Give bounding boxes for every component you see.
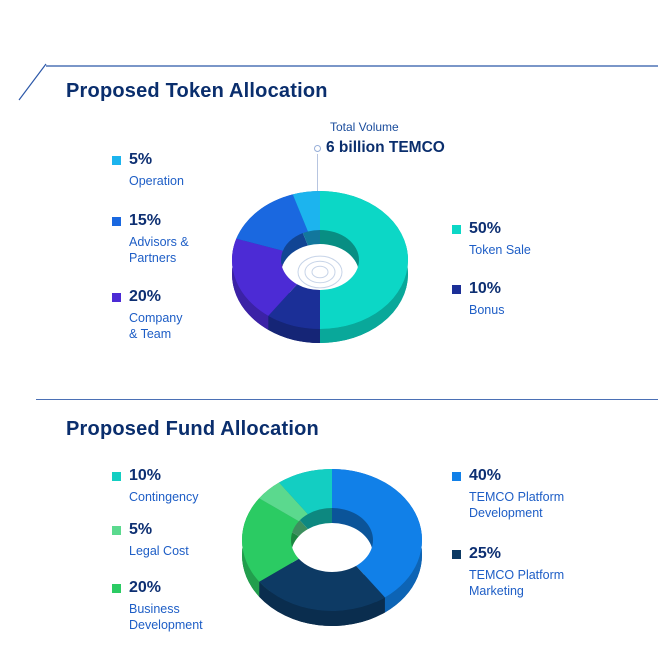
legend-swatch-legal-cost — [112, 525, 121, 535]
legend-swatch-advisors-partners — [112, 216, 121, 226]
donut-segment-legal-cost — [259, 482, 308, 522]
legend-percent-business-development: 20% — [129, 579, 162, 596]
donut-segment-temco-platform-development — [332, 469, 422, 598]
legend-swatch-operation — [112, 155, 121, 165]
legend-item-company-team: 20% Company & Team — [112, 287, 183, 342]
legend-label-token-sale: Token Sale — [469, 243, 531, 257]
legend-item-platform-development: 40% TEMCO Platform Development — [452, 466, 564, 521]
donut-segment-business-development — [242, 498, 299, 582]
donut-segment-operation — [292, 191, 320, 232]
total-volume-label: Total Volume — [330, 120, 399, 134]
donut-segment-bonus — [268, 284, 320, 329]
legend-percent-operation: 5% — [129, 151, 153, 168]
legend-item-contingency: 10% Contingency — [112, 466, 199, 505]
donut-hole-ring — [304, 260, 336, 284]
legend-percent-legal-cost: 5% — [129, 521, 153, 538]
annotation-marker-icon — [314, 145, 321, 152]
token-section-title: Proposed Token Allocation — [66, 80, 328, 102]
legend-percent-token-sale: 50% — [469, 220, 502, 237]
legend-percent-bonus: 10% — [469, 280, 502, 297]
legend-label-business-development: Business Development — [129, 602, 203, 632]
legend-item-bonus: 10% Bonus — [452, 279, 504, 318]
donut-segment-company-team — [232, 238, 298, 316]
legend-label-bonus: Bonus — [469, 303, 505, 317]
legend-label-company-team: Company & Team — [129, 311, 183, 341]
token-allocation-donut-chart — [232, 191, 408, 343]
legend-item-token-sale: 50% Token Sale — [452, 219, 531, 258]
legend-item-operation: 5% Operation — [112, 150, 184, 189]
donut-segment-contingency — [279, 469, 332, 515]
legend-swatch-company-team — [112, 292, 121, 302]
legend-percent-contingency: 10% — [129, 467, 162, 484]
donut-hole-ring — [297, 255, 343, 289]
donut-segment-temco-platform-marketing — [259, 558, 385, 611]
legend-item-platform-marketing: 25% TEMCO Platform Marketing — [452, 544, 564, 599]
total-volume-value: 6 billion TEMCO — [326, 139, 445, 156]
fund-section-title: Proposed Fund Allocation — [66, 418, 319, 440]
legend-label-legal-cost: Legal Cost — [129, 544, 189, 558]
donut-hole-ring — [311, 265, 329, 279]
annotation-pointer-line — [317, 154, 318, 202]
legend-percent-advisors-partners: 15% — [129, 212, 162, 229]
legend-item-legal-cost: 5% Legal Cost — [112, 520, 189, 559]
legend-item-advisors-partners: 15% Advisors & Partners — [112, 211, 189, 266]
legend-percent-platform-development: 40% — [469, 467, 502, 484]
legend-swatch-platform-development — [452, 471, 461, 481]
header-rule — [18, 63, 658, 101]
legend-swatch-bonus — [452, 284, 461, 294]
donut-segment-token-sale — [320, 191, 408, 329]
legend-label-contingency: Contingency — [129, 490, 199, 504]
legend-swatch-token-sale — [452, 224, 461, 234]
donut-segment-advisors-partners — [236, 194, 308, 251]
legend-label-advisors-partners: Advisors & Partners — [129, 235, 189, 265]
legend-swatch-contingency — [112, 471, 121, 481]
legend-item-business-development: 20% Business Development — [112, 578, 203, 633]
total-volume-annotation: Total Volume 6 billion TEMCO — [326, 120, 445, 157]
legend-label-operation: Operation — [129, 174, 184, 188]
legend-percent-company-team: 20% — [129, 288, 162, 305]
legend-swatch-business-development — [112, 583, 121, 593]
fund-allocation-donut-chart — [242, 469, 422, 626]
section-divider — [36, 399, 658, 400]
legend-label-platform-marketing: TEMCO Platform Marketing — [469, 568, 565, 598]
legend-percent-platform-marketing: 25% — [469, 545, 502, 562]
legend-swatch-platform-marketing — [452, 549, 461, 559]
legend-label-platform-development: TEMCO Platform Development — [469, 490, 565, 520]
